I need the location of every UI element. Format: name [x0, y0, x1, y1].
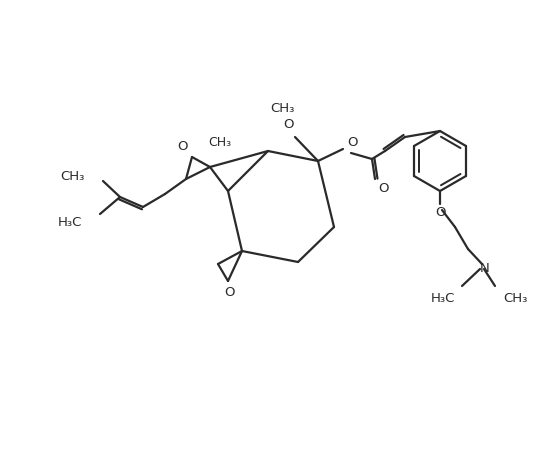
Text: O: O [378, 181, 388, 194]
Text: CH₃: CH₃ [208, 135, 232, 148]
Text: CH₃: CH₃ [60, 170, 85, 183]
Text: H₃C: H₃C [58, 215, 82, 228]
Text: CH₃: CH₃ [270, 102, 294, 115]
Text: H₃C: H₃C [431, 292, 455, 305]
Text: N: N [480, 262, 490, 275]
Text: O: O [346, 136, 358, 149]
Text: O: O [224, 285, 234, 298]
Text: CH₃: CH₃ [503, 292, 527, 305]
Text: O: O [177, 140, 187, 153]
Text: O: O [434, 205, 446, 218]
Text: O: O [283, 117, 293, 130]
